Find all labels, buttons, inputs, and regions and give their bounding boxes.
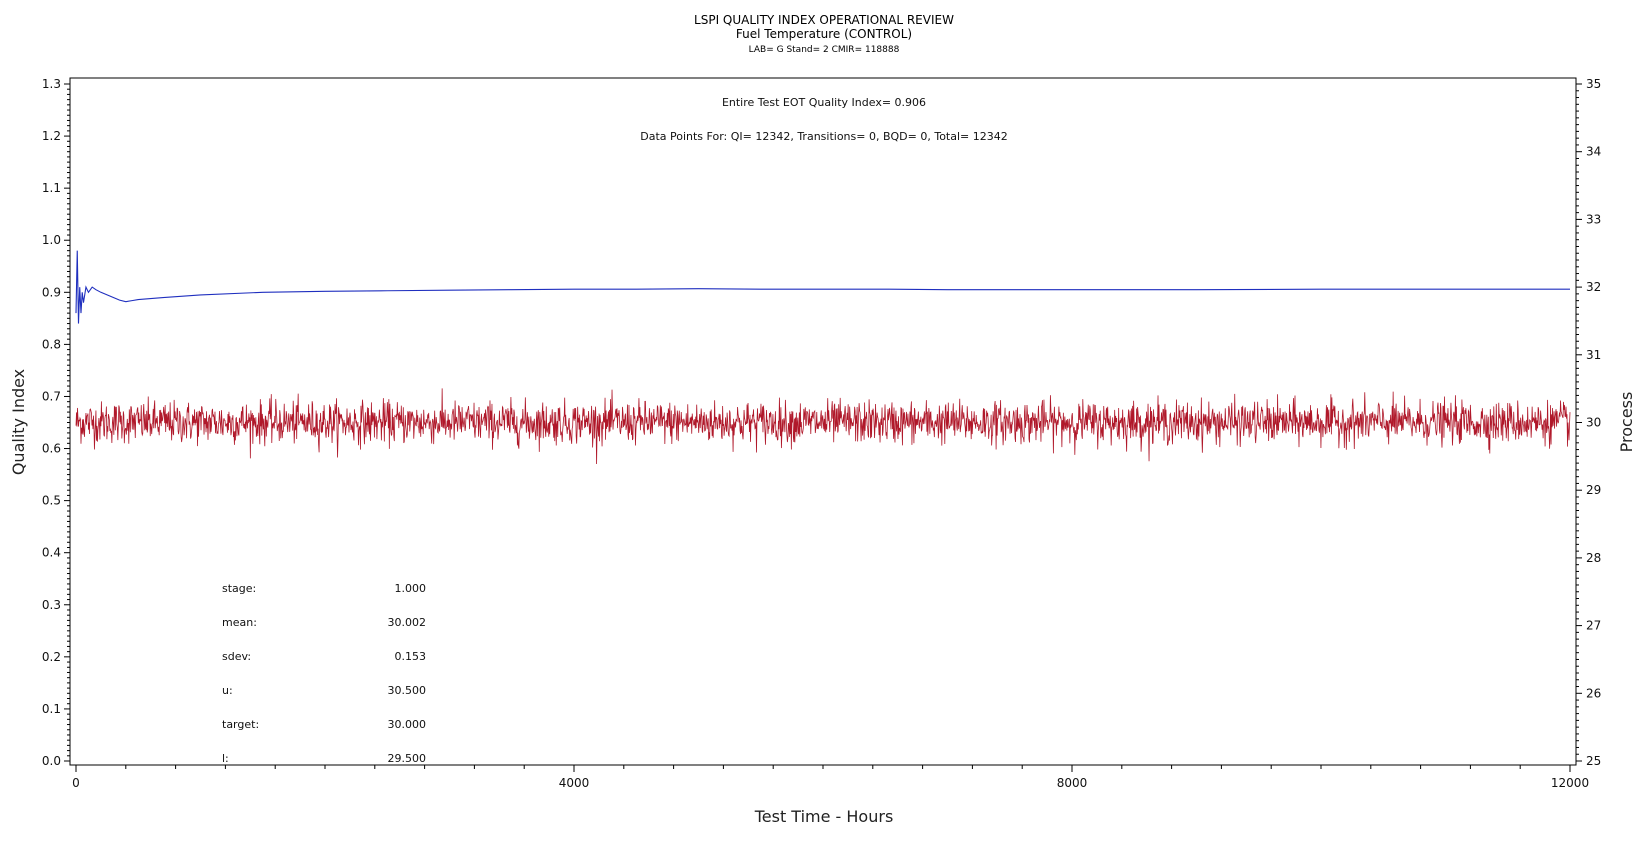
right-tick-label: 30	[1586, 416, 1601, 430]
bottom-axis: 0 4000 8000 12000	[72, 765, 1589, 790]
process-series-line	[75, 388, 1571, 465]
left-tick-label: 0.8	[42, 337, 61, 351]
stats-block: stage: 1.000 mean: 30.002 sdev: 0.153 u:…	[222, 582, 426, 765]
left-tick-label: 0.4	[42, 546, 61, 560]
bottom-tick-label: 12000	[1551, 776, 1589, 790]
right-tick-label: 29	[1586, 483, 1601, 497]
stat-value: 30.000	[388, 718, 427, 731]
stat-label: u:	[222, 684, 233, 697]
right-tick-label: 35	[1586, 77, 1601, 91]
left-tick-label: 0.2	[42, 650, 61, 664]
eot-quality-index-note: Entire Test EOT Quality Index= 0.906	[722, 96, 926, 109]
left-tick-label: 1.2	[42, 129, 61, 143]
right-tick-label: 26	[1586, 686, 1601, 700]
right-tick-label: 33	[1586, 212, 1601, 226]
x-axis-title: Test Time - Hours	[754, 807, 894, 826]
stat-label: mean:	[222, 616, 257, 629]
left-tick-label: 1.3	[42, 77, 61, 91]
chart-meta: LAB= G Stand= 2 CMIR= 118888	[749, 45, 900, 55]
stat-value: 30.002	[388, 616, 427, 629]
right-tick-label: 34	[1586, 145, 1601, 159]
data-points-note: Data Points For: QI= 12342, Transitions=…	[640, 130, 1008, 143]
y-axis-left-title: Quality Index	[9, 369, 28, 475]
right-tick-label: 31	[1586, 348, 1601, 362]
chart-title: LSPI QUALITY INDEX OPERATIONAL REVIEW	[694, 13, 954, 27]
left-tick-label: 0.3	[42, 598, 61, 612]
stat-label: target:	[222, 718, 259, 731]
bottom-tick-label: 8000	[1057, 776, 1088, 790]
right-tick-label: 25	[1586, 754, 1601, 768]
left-tick-label: 0.5	[42, 494, 61, 508]
left-tick-label: 0.6	[42, 442, 61, 456]
left-axis: 0.0 0.1 0.2 0.3 0.4 0.5 0.6 0.7 0.8 0.9 1.0 1.1 1.2 1…	[42, 77, 70, 768]
stat-label: l:	[222, 752, 229, 765]
y-axis-right-title: Process	[1617, 392, 1636, 453]
right-axis: 25 26 27 28 29 30 31 32 33 34 35	[1576, 77, 1601, 768]
stat-label: stage:	[222, 582, 256, 595]
left-tick-label: 0.9	[42, 285, 61, 299]
left-tick-label: 0.1	[42, 702, 61, 716]
stat-value: 1.000	[395, 582, 427, 595]
bottom-tick-label: 4000	[559, 776, 590, 790]
stat-label: sdev:	[222, 650, 251, 663]
right-tick-label: 28	[1586, 551, 1601, 565]
quality-index-series-line	[75, 250, 1570, 324]
left-tick-label: 0.0	[42, 754, 61, 768]
stat-value: 29.500	[388, 752, 427, 765]
bottom-tick-label: 0	[72, 776, 80, 790]
left-tick-label: 1.0	[42, 233, 61, 247]
chart-subtitle: Fuel Temperature (CONTROL)	[736, 27, 912, 41]
stat-value: 0.153	[395, 650, 427, 663]
left-tick-label: 0.7	[42, 389, 61, 403]
right-tick-label: 32	[1586, 280, 1601, 294]
stat-value: 30.500	[388, 684, 427, 697]
left-tick-label: 1.1	[42, 181, 61, 195]
right-tick-label: 27	[1586, 619, 1601, 633]
